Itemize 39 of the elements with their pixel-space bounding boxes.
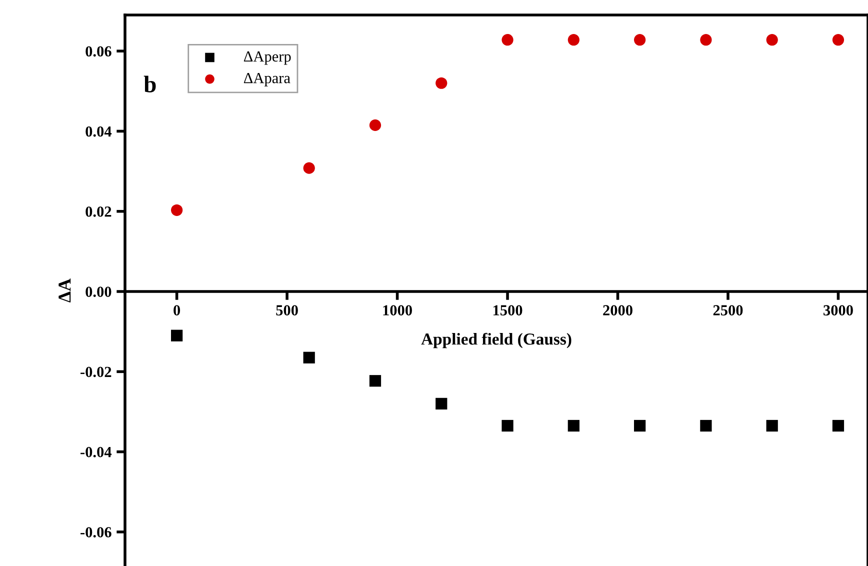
- x-axis-title: Applied field (Gauss): [421, 332, 572, 348]
- point: [634, 34, 646, 46]
- point: [766, 420, 778, 432]
- point: [634, 420, 646, 432]
- y-tick-label: -0.02: [80, 366, 112, 378]
- y-axis-title: ΔA: [58, 278, 71, 302]
- point: [568, 420, 580, 432]
- x-tick-label: 1000: [383, 305, 412, 316]
- point: [832, 34, 844, 46]
- point: [766, 34, 778, 46]
- y-tick-label: -0.04: [80, 446, 112, 458]
- point: [303, 162, 315, 174]
- annotation: b: [144, 76, 156, 92]
- point: [502, 420, 514, 432]
- point: [171, 204, 183, 216]
- point: [700, 34, 712, 46]
- point: [303, 352, 315, 364]
- point: [502, 34, 514, 46]
- y-tick-label: 0.00: [86, 286, 112, 298]
- y-tick-label: 0.02: [86, 206, 112, 217]
- point: [369, 119, 382, 132]
- x-tick-label: 500: [276, 305, 298, 316]
- legend-label: ΔAperp: [244, 51, 291, 65]
- x-tick-label: 1500: [493, 305, 522, 316]
- x-tick-label: 0: [174, 305, 180, 316]
- legend-label: ΔApara: [244, 72, 290, 86]
- point: [832, 420, 844, 432]
- point: [436, 398, 448, 410]
- x-tick-label: 3000: [824, 305, 853, 316]
- x-tick-label: 2500: [713, 305, 743, 316]
- y-tick-label: 0.06: [86, 46, 112, 57]
- y-tick-label: 0.04: [86, 126, 112, 137]
- point: [369, 375, 382, 387]
- point: [436, 77, 448, 89]
- point: [700, 420, 712, 432]
- point: [568, 34, 580, 46]
- x-tick-label: 2000: [603, 305, 632, 316]
- point: [171, 330, 183, 342]
- y-tick-label: -0.06: [80, 527, 112, 538]
